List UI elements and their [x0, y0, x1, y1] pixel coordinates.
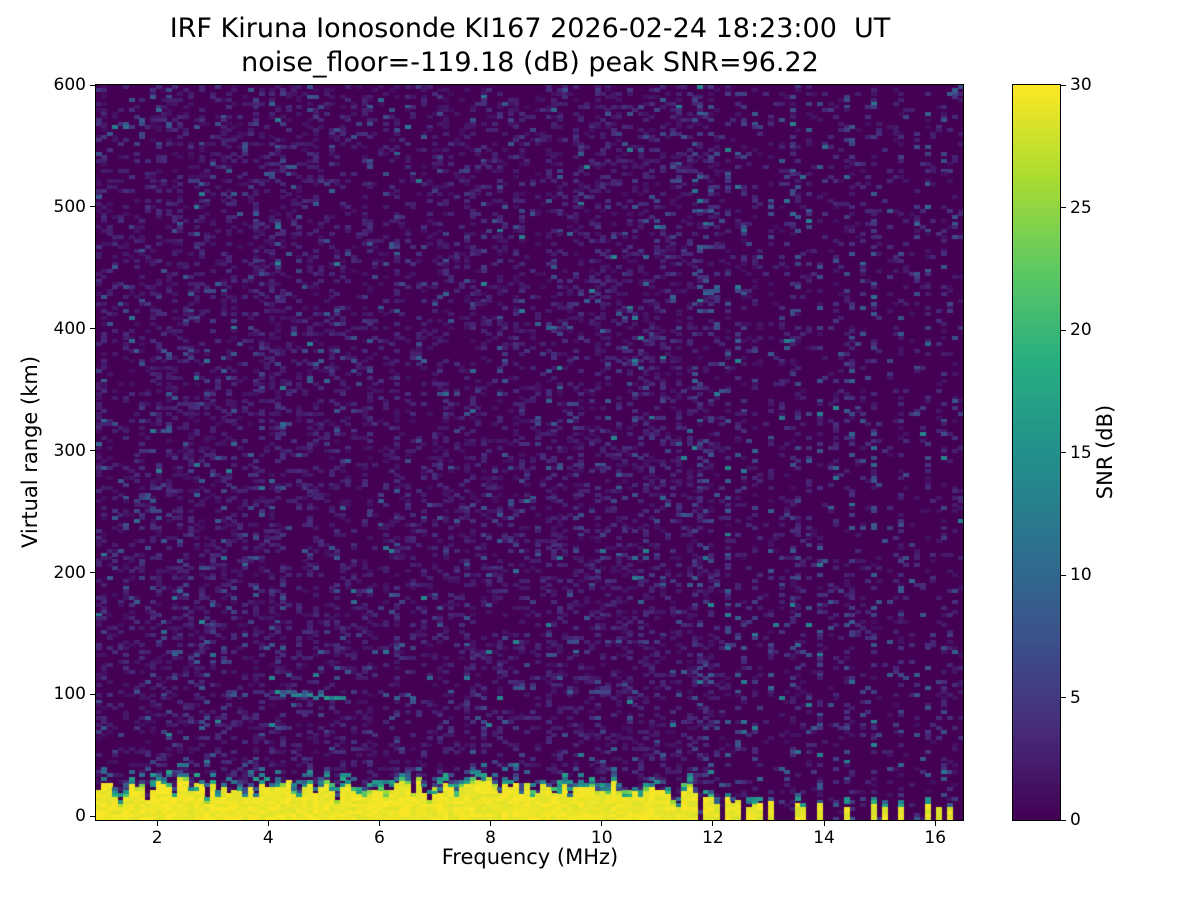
x-axis-label: Frequency (MHz) [441, 845, 619, 869]
colorbar [1012, 84, 1061, 821]
x-tick-mark [601, 821, 603, 826]
colorbar-gradient-canvas [1013, 85, 1060, 820]
plot-area [95, 84, 964, 821]
y-tick-label: 100 [53, 684, 86, 705]
x-tick-mark [267, 821, 269, 826]
colorbar-tick-mark [1061, 452, 1066, 453]
colorbar-tick-mark [1061, 574, 1066, 576]
x-tick-mark [712, 821, 714, 826]
colorbar-tick-label: 30 [1070, 75, 1092, 95]
colorbar-tick-mark [1061, 819, 1066, 821]
y-tick-label: 500 [53, 196, 86, 217]
y-tick-label: 600 [53, 75, 86, 95]
x-tick-mark [156, 821, 158, 826]
x-tick-mark [823, 821, 825, 826]
chart-title: IRF Kiruna Ionosonde KI167 2026-02-24 18… [169, 13, 891, 44]
colorbar-tick-mark [1061, 207, 1066, 208]
y-tick-label: 0 [75, 806, 86, 827]
x-tick-mark [934, 821, 936, 826]
y-tick-label: 200 [53, 562, 86, 583]
x-tick-mark [490, 821, 492, 826]
ionogram-heatmap-canvas [96, 85, 963, 820]
colorbar-tick-mark [1061, 329, 1066, 331]
x-tick-mark [378, 821, 380, 826]
colorbar-tick-label: 20 [1070, 320, 1092, 340]
colorbar-tick-label: 0 [1070, 810, 1081, 830]
colorbar-tick-label: 25 [1070, 197, 1092, 218]
colorbar-tick-mark [1061, 84, 1066, 86]
chart-subtitle: noise_floor=-119.18 (dB) peak SNR=96.22 [241, 47, 819, 78]
y-tick-label: 300 [53, 440, 86, 461]
colorbar-tick-label: 10 [1070, 565, 1092, 585]
colorbar-label: SNR (dB) [1093, 404, 1117, 500]
colorbar-tick-label: 5 [1070, 687, 1081, 708]
y-axis-label: Virtual range (km) [18, 355, 42, 549]
colorbar-tick-mark [1061, 697, 1066, 698]
y-tick-label: 400 [53, 318, 86, 339]
